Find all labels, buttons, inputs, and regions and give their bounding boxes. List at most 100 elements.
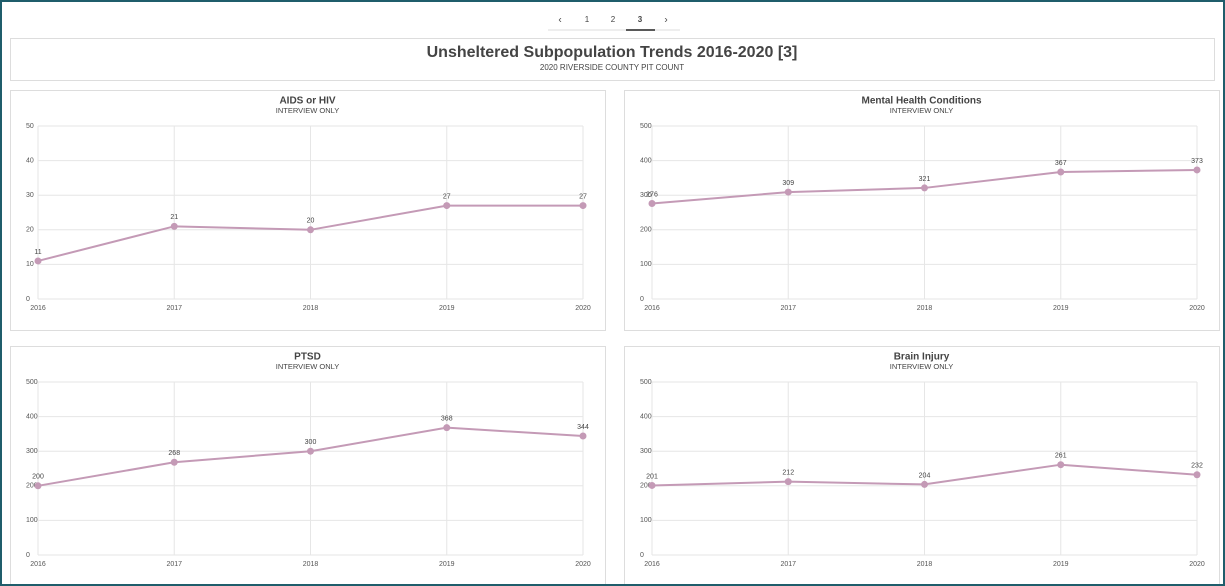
x-tick-label: 2016 — [30, 305, 46, 312]
data-point — [170, 222, 178, 230]
y-tick-label: 100 — [640, 261, 652, 268]
data-point — [784, 478, 792, 486]
x-tick-label: 2017 — [166, 561, 182, 568]
data-point — [579, 432, 587, 440]
chart-subtitle: INTERVIEW ONLY — [890, 106, 953, 115]
data-label: 309 — [782, 180, 794, 187]
data-point — [34, 257, 42, 265]
data-label: 261 — [1055, 453, 1067, 460]
data-label: 204 — [919, 472, 931, 479]
page-prev[interactable]: ‹ — [558, 15, 561, 26]
y-tick-label: 500 — [26, 379, 38, 386]
x-tick-label: 2020 — [575, 305, 591, 312]
data-label: 201 — [646, 473, 658, 480]
y-tick-label: 10 — [26, 261, 34, 268]
x-tick-label: 2020 — [1189, 561, 1205, 568]
y-tick-label: 100 — [640, 517, 652, 524]
chart-subtitle: INTERVIEW ONLY — [276, 362, 339, 371]
data-label: 367 — [1055, 160, 1067, 167]
chart-panel — [10, 346, 606, 585]
x-tick-label: 2016 — [644, 305, 660, 312]
y-tick-label: 500 — [640, 379, 652, 386]
y-tick-label: 400 — [640, 413, 652, 420]
y-tick-label: 200 — [640, 227, 652, 234]
data-label: 321 — [919, 176, 931, 183]
x-tick-label: 2019 — [1053, 561, 1069, 568]
data-point — [579, 202, 587, 210]
y-tick-label: 50 — [26, 123, 34, 130]
x-tick-label: 2016 — [30, 561, 46, 568]
data-label: 212 — [782, 469, 794, 476]
chart-panel — [624, 346, 1220, 585]
data-point — [1057, 461, 1065, 469]
data-label: 368 — [441, 416, 453, 423]
y-tick-label: 100 — [26, 517, 38, 524]
y-tick-label: 300 — [26, 448, 38, 455]
y-tick-label: 200 — [26, 483, 38, 490]
data-label: 200 — [32, 474, 44, 481]
data-label: 373 — [1191, 158, 1203, 165]
x-tick-label: 2019 — [439, 305, 455, 312]
data-point — [307, 226, 314, 234]
x-tick-label: 2018 — [917, 561, 933, 568]
data-point — [1057, 168, 1065, 176]
chart-subtitle: INTERVIEW ONLY — [890, 362, 953, 371]
page-link-current[interactable]: 3 — [638, 15, 643, 24]
chart-panel — [624, 90, 1220, 331]
x-tick-label: 2019 — [439, 561, 455, 568]
x-tick-label: 2020 — [575, 561, 591, 568]
data-point — [443, 202, 451, 210]
chart-title: Brain Injury — [894, 352, 950, 363]
y-tick-label: 500 — [640, 123, 652, 130]
data-label: 20 — [307, 218, 315, 225]
chart-title: PTSD — [294, 352, 321, 363]
data-label: 268 — [168, 450, 180, 457]
y-tick-label: 0 — [26, 552, 30, 559]
y-tick-label: 20 — [26, 227, 34, 234]
data-point — [921, 184, 928, 192]
x-tick-label: 2018 — [303, 561, 319, 568]
data-point — [1193, 166, 1201, 174]
data-label: 300 — [305, 439, 317, 446]
page-subtitle: 2020 RIVERSIDE COUNTY PIT COUNT — [540, 63, 684, 72]
data-point — [1193, 471, 1201, 479]
page-link[interactable]: 2 — [611, 15, 616, 24]
y-tick-label: 0 — [640, 296, 644, 303]
y-tick-label: 300 — [640, 448, 652, 455]
data-point — [648, 481, 656, 489]
y-tick-label: 400 — [640, 157, 652, 164]
header-box — [10, 38, 1215, 81]
x-tick-label: 2017 — [780, 561, 796, 568]
y-tick-label: 0 — [640, 552, 644, 559]
page-title: Unsheltered Subpopulation Trends 2016-20… — [427, 44, 798, 61]
data-label: 232 — [1191, 463, 1203, 470]
data-point — [443, 424, 451, 432]
data-point — [648, 200, 656, 208]
chart-subtitle: INTERVIEW ONLY — [276, 106, 339, 115]
data-label: 276 — [646, 191, 658, 198]
x-tick-label: 2018 — [917, 305, 933, 312]
x-tick-label: 2019 — [1053, 305, 1069, 312]
x-tick-label: 2020 — [1189, 305, 1205, 312]
data-point — [307, 447, 314, 455]
data-point — [34, 482, 42, 490]
data-point — [921, 480, 928, 488]
data-label: 27 — [443, 193, 451, 200]
data-label: 344 — [577, 424, 589, 431]
y-tick-label: 400 — [26, 413, 38, 420]
data-label: 11 — [34, 249, 41, 256]
x-tick-label: 2016 — [644, 561, 660, 568]
data-label: 21 — [170, 214, 178, 221]
y-tick-label: 200 — [640, 483, 652, 490]
y-tick-label: 300 — [640, 192, 652, 199]
data-point — [170, 458, 178, 466]
page-link[interactable]: 1 — [585, 15, 590, 24]
data-point — [784, 188, 792, 196]
x-tick-label: 2017 — [780, 305, 796, 312]
chart-title: Mental Health Conditions — [862, 96, 982, 107]
y-tick-label: 40 — [26, 157, 34, 164]
page-next[interactable]: › — [664, 15, 667, 26]
chart-title: AIDS or HIV — [279, 96, 335, 107]
